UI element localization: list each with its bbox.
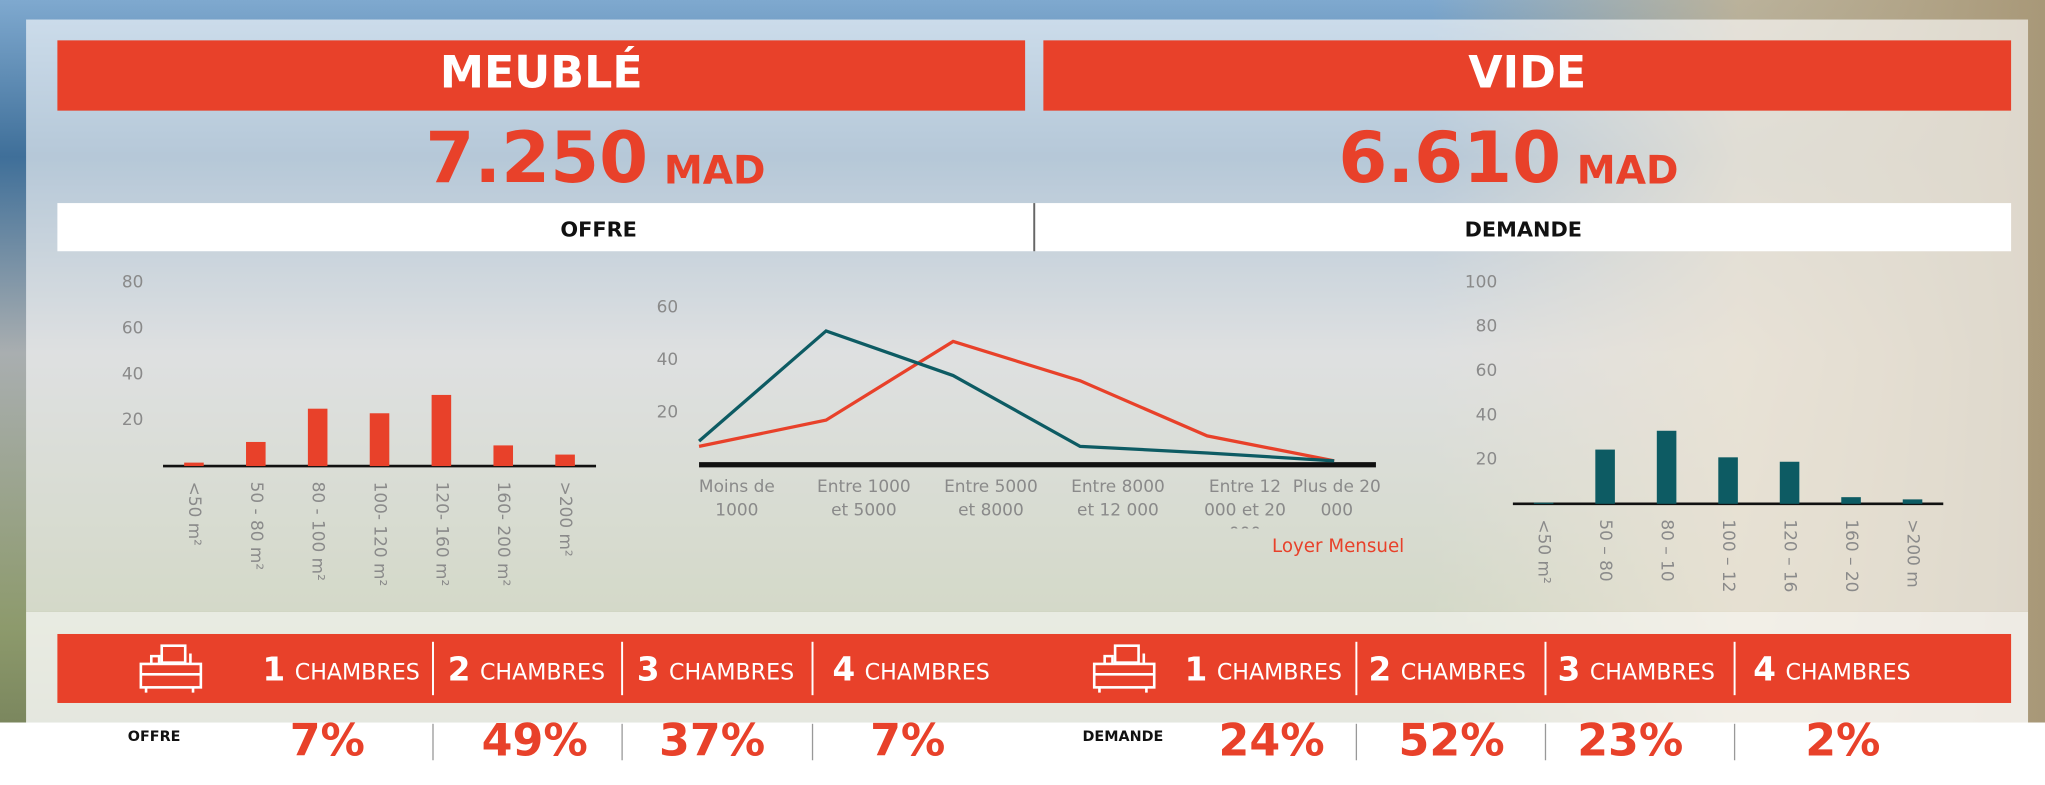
- x-tick-label-box: Moins de 1000: [672, 476, 802, 528]
- x-axis-label: Loyer Mensuel: [1272, 536, 1404, 557]
- bar: [555, 455, 575, 466]
- x-tick-label: Moins de 1000: [686, 476, 788, 523]
- room-share: 7%: [290, 715, 365, 766]
- y-tick-label: 40: [122, 363, 144, 383]
- bar: [1718, 457, 1738, 503]
- x-tick-label: 80 - 100 m²: [309, 482, 329, 581]
- room-share: 24%: [1219, 715, 1325, 766]
- bar: [246, 442, 266, 466]
- room-unit: CHAMBRES: [1590, 660, 1715, 686]
- y-tick-label: 100: [1465, 272, 1497, 292]
- room-count: 1: [1185, 651, 1208, 689]
- room-count: 2: [448, 651, 471, 689]
- room-unit: CHAMBRES: [865, 660, 990, 686]
- y-tick-label: 20: [657, 401, 679, 421]
- room-unit: CHAMBRES: [1217, 660, 1342, 686]
- panel-title: MEUBLÉ: [440, 46, 643, 99]
- rooms-label: OFFRE: [128, 729, 181, 745]
- room-share: 49%: [482, 715, 588, 766]
- section-label: DEMANDE: [1465, 217, 1582, 241]
- x-tick-label-box: Entre 8000 et 12 000: [1053, 476, 1183, 528]
- x-tick-label: 160- 200 m²: [494, 482, 514, 587]
- currency: MAD: [1577, 149, 1679, 194]
- room-unit: CHAMBRES: [1401, 660, 1526, 686]
- panel-title: VIDE: [1468, 48, 1586, 99]
- y-tick-label: 80: [1476, 316, 1498, 336]
- section-label: OFFRE: [560, 217, 637, 241]
- y-tick-label: 60: [1476, 360, 1498, 380]
- room-count: 1: [263, 651, 286, 689]
- room-unit: CHAMBRES: [295, 660, 420, 686]
- bar: [1595, 450, 1615, 504]
- x-tick-label: <50 m²: [185, 482, 205, 546]
- bar: [1841, 497, 1861, 504]
- rooms-label: DEMANDE: [1082, 729, 1163, 745]
- x-tick-label: >200 m²: [556, 482, 576, 557]
- x-tick-label: 100- 120 m²: [371, 482, 391, 587]
- bar: [308, 409, 328, 466]
- x-tick-label: 100 – 12: [1719, 519, 1739, 592]
- y-tick-label: 20: [1476, 449, 1498, 469]
- x-tick-label: Entre 5000 et 8000: [940, 476, 1042, 523]
- x-tick-label: Entre 8000 et 12 000: [1067, 476, 1169, 523]
- room-share: 7%: [870, 715, 945, 766]
- y-tick-label: 40: [1476, 404, 1498, 424]
- page: MEUBLÉ VIDE 7.250 MAD 6.610 MAD OFFRE DE…: [0, 0, 2045, 785]
- room-share: 52%: [1399, 715, 1505, 766]
- bar: [1903, 499, 1923, 503]
- room-count: 3: [637, 651, 660, 689]
- room-unit: CHAMBRES: [1785, 660, 1910, 686]
- infographic: MEUBLÉ VIDE 7.250 MAD 6.610 MAD OFFRE DE…: [0, 0, 2045, 785]
- y-tick-label: 60: [657, 296, 679, 316]
- bar: [1780, 462, 1800, 504]
- bar: [370, 413, 390, 466]
- room-count: 4: [832, 651, 855, 689]
- x-tick-label: 160 – 20: [1842, 519, 1862, 592]
- currency: MAD: [664, 149, 766, 194]
- price: 7.250: [425, 117, 648, 199]
- x-tick-label: 80 – 10: [1658, 519, 1678, 581]
- x-tick-label: Entre 1000 et 5000: [813, 476, 915, 523]
- x-tick-label: Plus de 20 000: [1286, 476, 1388, 523]
- x-tick-label: <50 m²: [1535, 519, 1555, 583]
- room-unit: CHAMBRES: [480, 660, 605, 686]
- room-count: 3: [1558, 651, 1581, 689]
- room-count: 4: [1753, 651, 1776, 689]
- room-count: 2: [1369, 651, 1392, 689]
- stage: MEUBLÉ VIDE 7.250 MAD 6.610 MAD OFFRE DE…: [0, 0, 2045, 785]
- y-tick-label: 20: [122, 409, 144, 429]
- room-share: 2%: [1805, 715, 1880, 766]
- bar: [1657, 431, 1677, 504]
- x-tick-label: >200 m: [1904, 519, 1924, 587]
- y-tick-label: 60: [122, 317, 144, 337]
- x-tick-label: 120 – 16: [1781, 519, 1801, 592]
- y-tick-label: 80: [122, 272, 144, 292]
- bar: [432, 395, 452, 466]
- bar: [184, 463, 204, 466]
- x-tick-label: 120- 160 m²: [432, 482, 452, 587]
- bar: [493, 445, 513, 466]
- x-tick-label-box: Entre 1000 et 5000: [799, 476, 929, 528]
- x-tick-label: 50 – 80: [1596, 519, 1616, 581]
- room-unit: CHAMBRES: [669, 660, 794, 686]
- bar: [1534, 503, 1554, 504]
- x-tick-label-box: Plus de 20 000: [1272, 476, 1402, 528]
- price: 6.610: [1338, 117, 1561, 199]
- room-share: 23%: [1577, 715, 1683, 766]
- room-share: 37%: [659, 715, 765, 766]
- x-tick-label: 50 - 80 m²: [247, 482, 267, 570]
- x-tick-label-box: Entre 5000 et 8000: [926, 476, 1056, 528]
- y-tick-label: 40: [657, 349, 679, 369]
